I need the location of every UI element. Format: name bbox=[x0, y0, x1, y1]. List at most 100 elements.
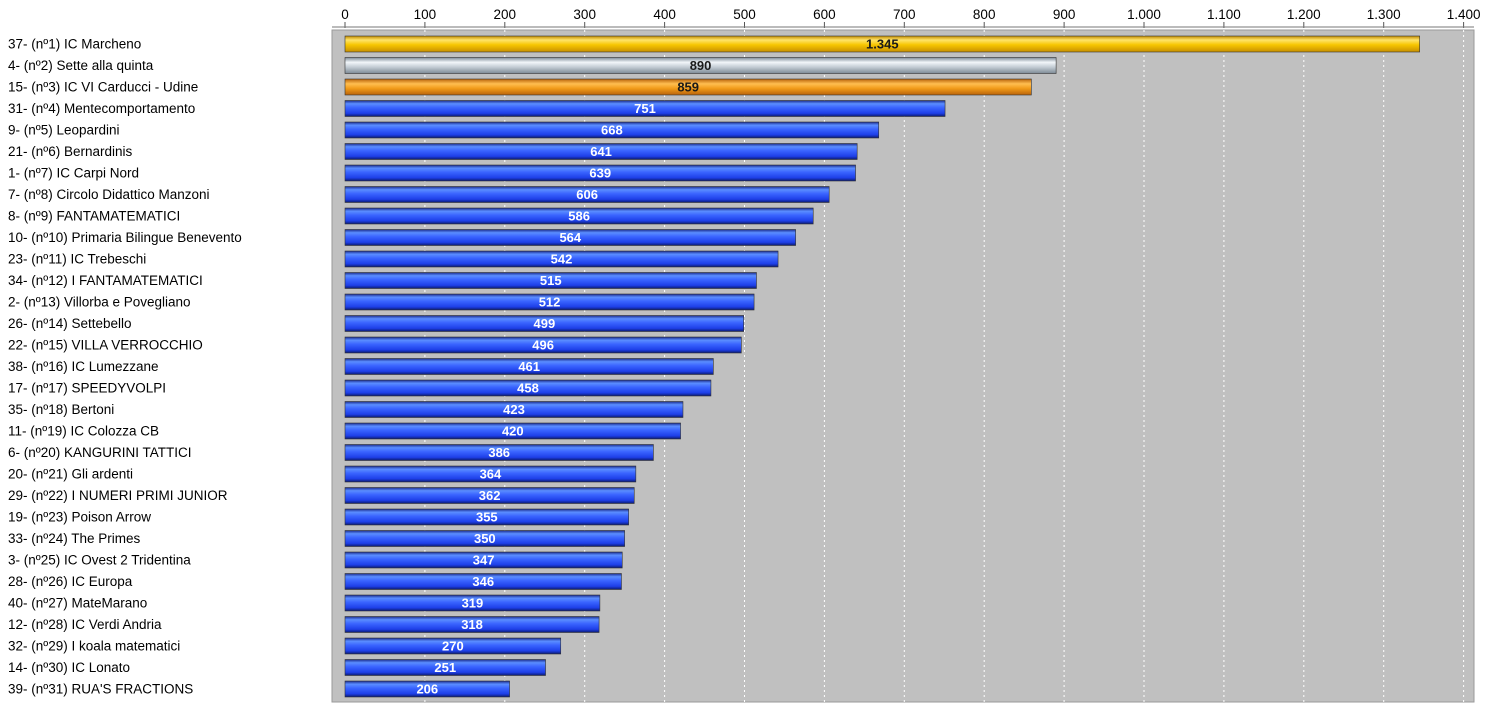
category-label: 20- (nº21) Gli ardenti bbox=[8, 467, 133, 482]
x-tick-label: 800 bbox=[973, 7, 996, 22]
data-label: 420 bbox=[502, 424, 524, 439]
grid-lines bbox=[424, 30, 1465, 702]
data-label: 1.345 bbox=[866, 37, 899, 52]
data-label: 270 bbox=[442, 639, 464, 654]
data-label: 319 bbox=[462, 596, 484, 611]
category-label: 14- (nº30) IC Lonato bbox=[8, 660, 130, 675]
bar bbox=[344, 379, 712, 397]
category-label: 8- (nº9) FANTAMATEMATICI bbox=[8, 209, 180, 224]
category-label: 7- (nº8) Circolo Didattico Manzoni bbox=[8, 187, 210, 202]
data-label: 564 bbox=[559, 230, 581, 245]
data-label: 512 bbox=[539, 295, 561, 310]
data-label: 641 bbox=[590, 144, 612, 159]
data-label: 423 bbox=[503, 402, 525, 417]
bar bbox=[344, 143, 858, 160]
data-label: 386 bbox=[488, 445, 510, 460]
category-label: 15- (nº3) IC VI Carducci - Udine bbox=[8, 80, 198, 95]
x-tick-label: 600 bbox=[813, 7, 836, 22]
category-label: 17- (nº17) SPEEDYVOLPI bbox=[8, 381, 166, 396]
bar bbox=[344, 229, 796, 246]
bar bbox=[344, 487, 635, 504]
bar bbox=[344, 594, 601, 612]
x-tick-label: 1.100 bbox=[1207, 7, 1241, 22]
data-label: 586 bbox=[568, 209, 590, 224]
category-label: 2- (nº13) Villorba e Povegliano bbox=[8, 295, 191, 310]
data-label: 461 bbox=[518, 359, 540, 374]
category-label: 10- (nº10) Primaria Bilingue Benevento bbox=[8, 230, 242, 245]
data-label: 347 bbox=[473, 553, 495, 568]
category-label: 22- (nº15) VILLA VERROCCHIO bbox=[8, 338, 203, 353]
data-label: 499 bbox=[533, 316, 555, 331]
bar bbox=[344, 573, 622, 590]
category-label: 12- (nº28) IC Verdi Andria bbox=[8, 617, 162, 632]
bar bbox=[344, 336, 742, 354]
category-label: 32- (nº29) I koala matematici bbox=[8, 639, 180, 654]
bar bbox=[344, 272, 757, 289]
x-tick-label: 1.300 bbox=[1367, 7, 1401, 22]
data-label: 346 bbox=[472, 574, 494, 589]
bar bbox=[344, 551, 623, 569]
bar bbox=[344, 530, 625, 547]
data-label: 890 bbox=[690, 58, 712, 73]
data-label: 639 bbox=[589, 166, 611, 181]
bar bbox=[344, 250, 779, 268]
category-label: 23- (nº11) IC Trebeschi bbox=[8, 252, 146, 267]
bar bbox=[344, 637, 562, 655]
category-label: 39- (nº31) RUA'S FRACTIONS bbox=[8, 682, 193, 697]
bar bbox=[344, 358, 714, 375]
data-label: 542 bbox=[551, 252, 573, 267]
category-label: 33- (nº24) The Primes bbox=[8, 531, 140, 546]
data-label: 859 bbox=[677, 80, 699, 95]
x-tick-label: 700 bbox=[893, 7, 916, 22]
bar bbox=[344, 616, 600, 633]
bar bbox=[344, 78, 1032, 96]
data-label: 206 bbox=[416, 682, 438, 697]
bar bbox=[344, 100, 946, 117]
data-label: 364 bbox=[480, 467, 502, 482]
x-tick-label: 100 bbox=[414, 7, 437, 22]
bar bbox=[344, 207, 814, 225]
bar bbox=[344, 186, 830, 203]
category-labels: 37- (nº1) IC Marcheno 4- (nº2) Sette alla… bbox=[8, 37, 242, 697]
bar bbox=[344, 293, 755, 311]
category-label: 3- (nº25) IC Ovest 2 Tridentina bbox=[8, 553, 191, 568]
bar bbox=[344, 680, 510, 698]
x-tick-label: 0 bbox=[341, 7, 349, 22]
category-label: 31- (nº4) Mentecomportamento bbox=[8, 101, 195, 116]
bar bbox=[344, 444, 654, 461]
x-axis-ticks: 0 100 200 300 400 500 600 700 800 900 1.000 1.100 1.… bbox=[332, 7, 1480, 28]
x-tick-label: 1.000 bbox=[1127, 7, 1161, 22]
bar bbox=[344, 659, 546, 676]
category-label: 6- (nº20) KANGURINI TATTICI bbox=[8, 445, 191, 460]
data-label: 355 bbox=[476, 510, 498, 525]
x-tick-label: 500 bbox=[733, 7, 756, 22]
category-label: 4- (nº2) Sette alla quinta bbox=[8, 58, 154, 73]
category-label: 35- (nº18) Bertoni bbox=[8, 402, 114, 417]
category-label: 9- (nº5) Leopardini bbox=[8, 123, 120, 138]
category-label: 21- (nº6) Bernardinis bbox=[8, 144, 132, 159]
x-tick-label: 300 bbox=[573, 7, 596, 22]
data-label: 362 bbox=[479, 488, 501, 503]
category-label: 11- (nº19) IC Colozza CB bbox=[8, 424, 159, 439]
category-label: 40- (nº27) MateMarano bbox=[8, 596, 147, 611]
bar bbox=[344, 164, 856, 182]
category-label: 28- (nº26) IC Europa bbox=[8, 574, 133, 589]
category-label: 19- (nº23) Poison Arrow bbox=[8, 510, 151, 525]
category-label: 34- (nº12) I FANTAMATEMATICI bbox=[8, 273, 203, 288]
x-tick-label: 1.400 bbox=[1447, 7, 1481, 22]
data-label: 751 bbox=[634, 101, 656, 116]
data-label: 515 bbox=[540, 273, 562, 288]
data-label: 458 bbox=[517, 381, 539, 396]
data-label: 350 bbox=[474, 531, 496, 546]
category-label: 1- (nº7) IC Carpi Nord bbox=[8, 166, 139, 181]
category-label: 38- (nº16) IC Lumezzane bbox=[8, 359, 159, 374]
category-label: 29- (nº22) I NUMERI PRIMI JUNIOR bbox=[8, 488, 228, 503]
bar bbox=[344, 465, 637, 483]
x-tick-label: 900 bbox=[1053, 7, 1076, 22]
bar bbox=[344, 57, 1057, 74]
bar bbox=[344, 35, 1420, 53]
bar bbox=[344, 121, 880, 139]
category-label: 37- (nº1) IC Marcheno bbox=[8, 37, 141, 52]
data-label: 318 bbox=[461, 617, 483, 632]
